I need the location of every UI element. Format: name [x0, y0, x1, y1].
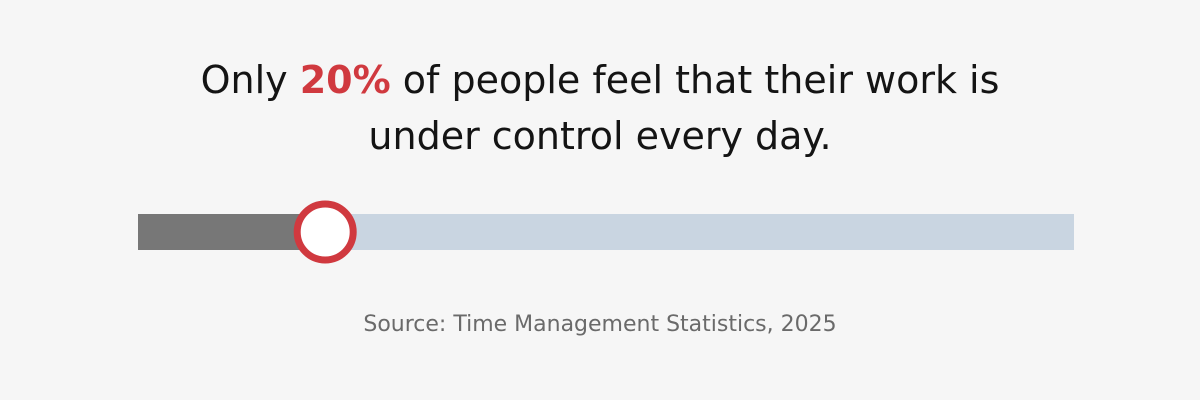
source: Source: Time Management Statistics, 2025	[363, 312, 837, 337]
title-part: Only	[200, 58, 288, 102]
title-part: under control every day.	[368, 114, 832, 158]
title-part: of people feel that their work is	[402, 58, 1000, 102]
headline: Only 20% of people feel that their work …	[0, 52, 1200, 164]
value-label: 20%	[299, 58, 391, 102]
marker	[293, 200, 357, 264]
